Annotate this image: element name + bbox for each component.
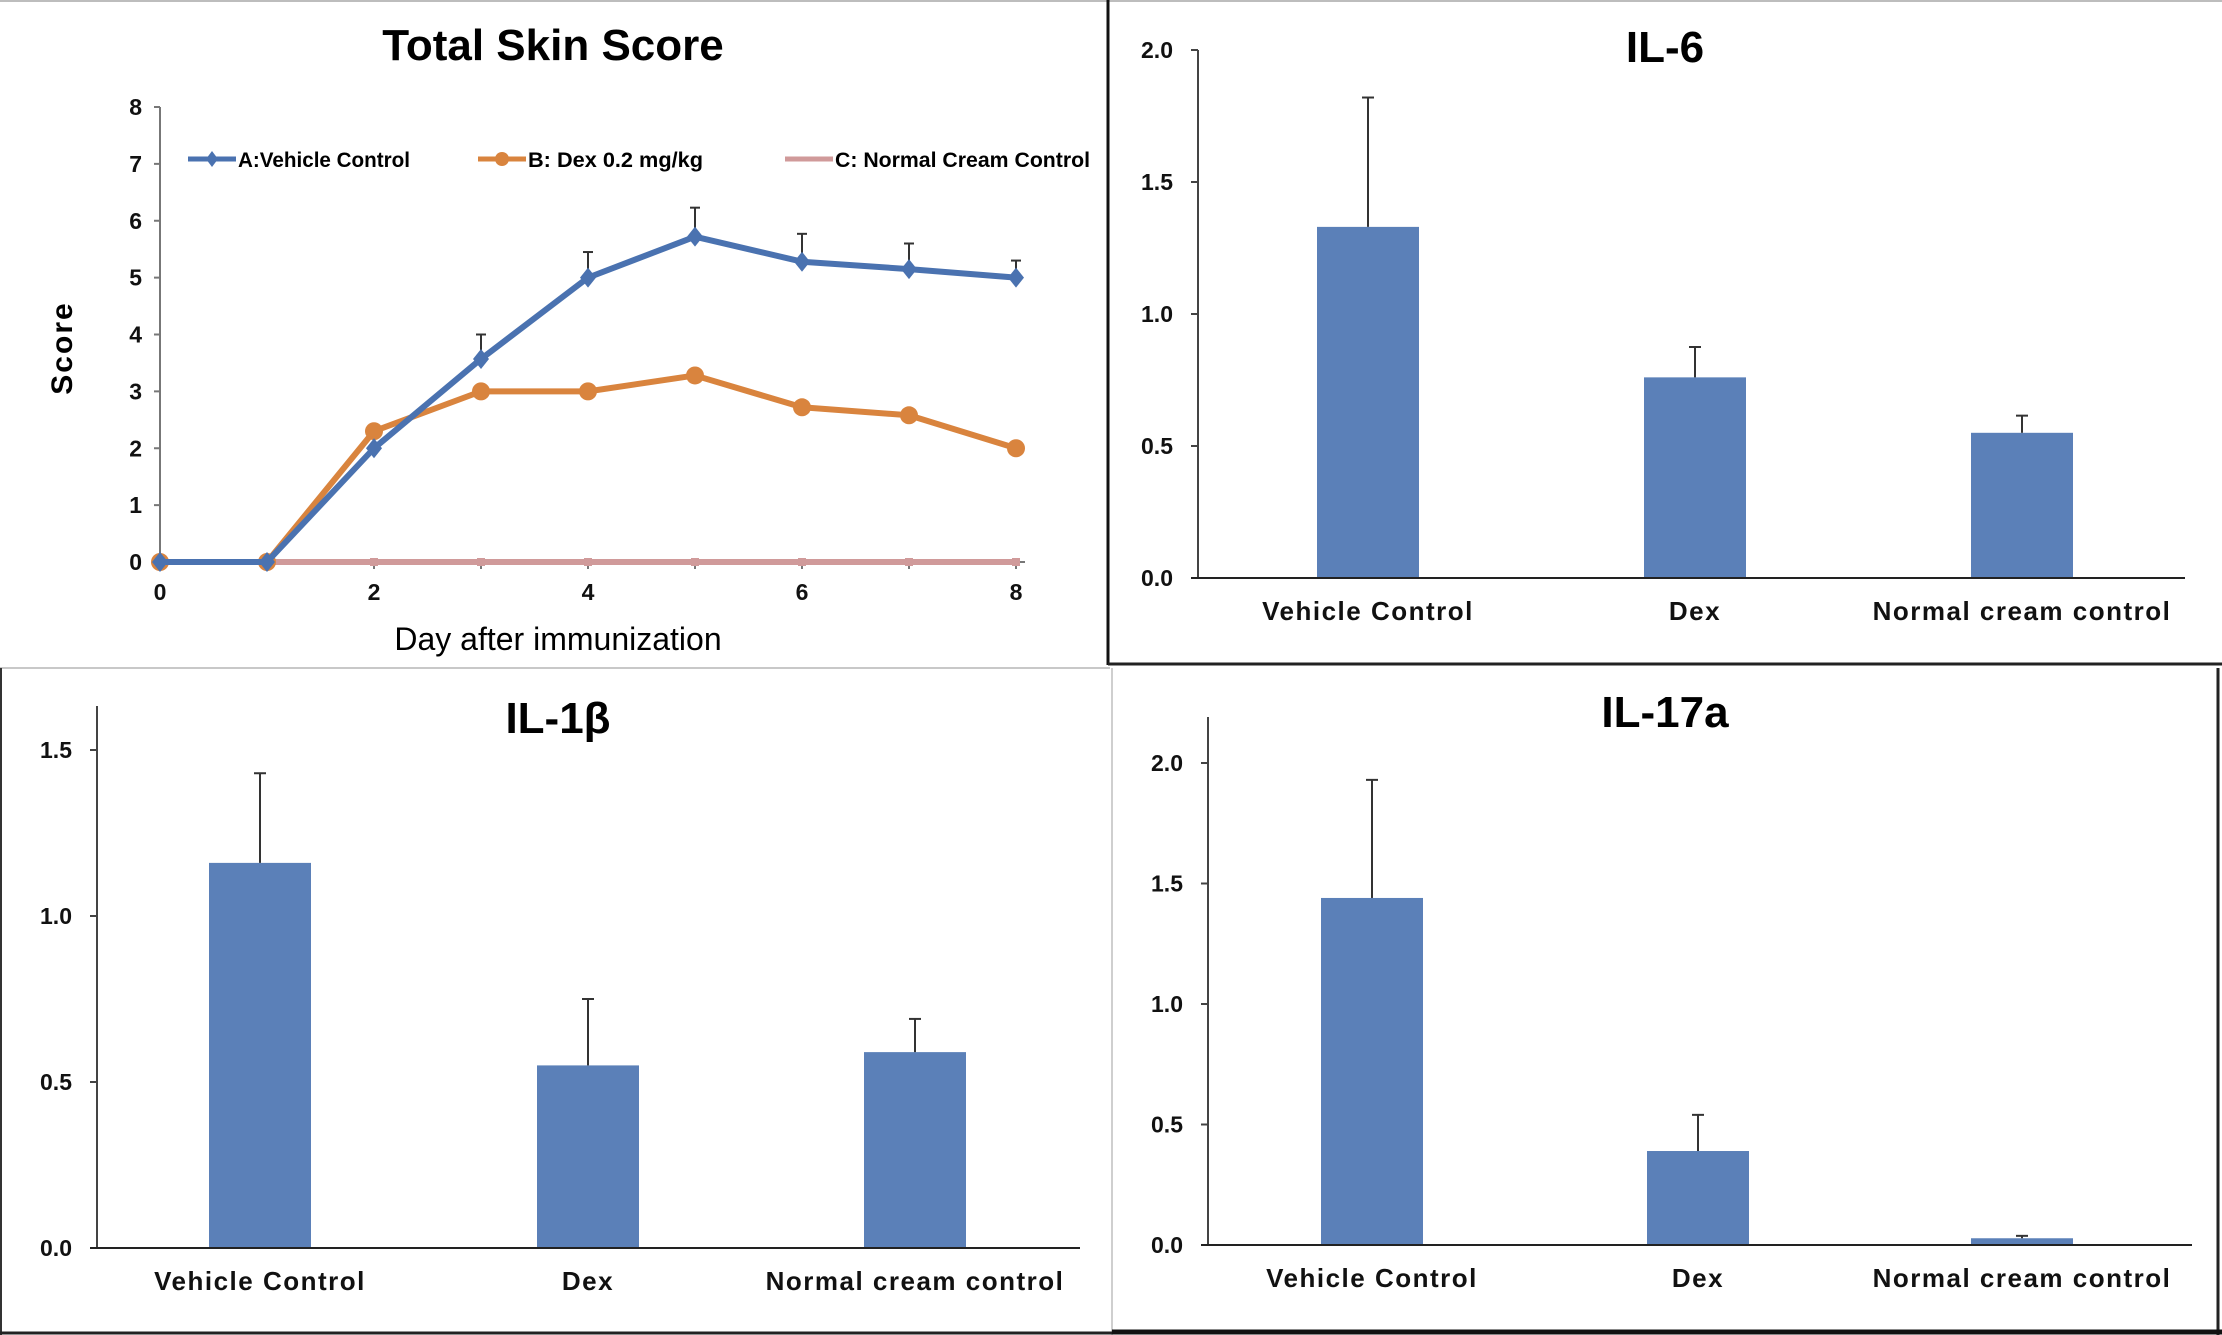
y-tick-label: 1.5 (40, 737, 72, 763)
series-vehicle (152, 206, 1024, 572)
y-tick-label: 1.0 (40, 903, 72, 929)
y-tick-label: 1 (129, 492, 142, 518)
bar (1647, 1151, 1749, 1245)
data-point (905, 558, 913, 566)
x-tick-label: 4 (582, 579, 595, 605)
bar (864, 1052, 966, 1248)
series-line (160, 372, 1017, 565)
category-label: Normal cream control (1873, 1263, 2172, 1293)
legend-marker (206, 151, 218, 167)
y-tick-label: 0.5 (40, 1069, 72, 1095)
legend-item: B: Dex 0.2 mg/kg (478, 149, 703, 172)
chart-title: IL-17a (1601, 688, 1729, 737)
bar (1971, 1238, 2073, 1245)
y-tick-label: 1.0 (1141, 301, 1173, 327)
legend-item: C: Normal Cream Control (785, 149, 1090, 172)
bar (537, 1065, 639, 1248)
il17a-chart: IL-17a 0.0 0.5 1.0 1.5 2.0 Vehicle Control Dex… (1151, 688, 2192, 1293)
x-tick-label: 0 (154, 579, 167, 605)
series-layer (151, 206, 1025, 572)
y-tick-label: 5 (129, 265, 142, 291)
skin-score-chart: Total Skin Score Score Day after immuniz… (46, 21, 1090, 657)
il6-chart: IL-6 0.0 0.5 1.0 1.5 2.0 Vehicle Control Dex No… (1141, 23, 2185, 626)
plot-area: 0.0 0.5 1.0 1.5 2.0 Vehicle Control Dex Normal … (1141, 37, 2185, 626)
legend-label: C: Normal Cream Control (835, 149, 1090, 172)
category-label: Dex (562, 1266, 614, 1296)
y-tick-label: 0.0 (1141, 565, 1173, 591)
x-tick-label: 8 (1010, 579, 1023, 605)
data-point (472, 382, 490, 401)
data-point (686, 366, 704, 385)
category-label: Vehicle Control (1266, 1263, 1478, 1293)
data-point (687, 226, 703, 247)
y-tick-label: 0 (129, 549, 142, 575)
data-point (579, 382, 597, 401)
bar (1317, 226, 1419, 578)
y-tick-label: 0.5 (1151, 1112, 1183, 1138)
series-dex (151, 366, 1025, 571)
y-tick-label: 4 (129, 322, 142, 348)
x-axis-label: Day after immunization (394, 621, 721, 657)
chart-title: IL-1β (505, 694, 610, 743)
category-label: Normal cream control (1873, 596, 2172, 626)
data-point (365, 422, 383, 441)
data-point (900, 406, 918, 425)
y-tick-label: 8 (129, 94, 142, 120)
bar (209, 862, 311, 1248)
y-tick-label: 1.5 (1151, 871, 1183, 897)
y-tick-label: 1.0 (1151, 991, 1183, 1017)
y-tick-label: 6 (129, 208, 142, 234)
data-point (691, 558, 699, 566)
chart-title: Total Skin Score (382, 21, 724, 70)
data-point (901, 259, 917, 280)
legend-label: B: Dex 0.2 mg/kg (528, 149, 703, 172)
legend-item: A:Vehicle Control (188, 149, 410, 172)
category-label: Normal cream control (766, 1266, 1065, 1296)
data-point (1008, 267, 1024, 288)
data-point (584, 558, 592, 566)
y-tick-label: 0.5 (1141, 433, 1173, 459)
bar (1971, 432, 2073, 578)
category-label: Vehicle Control (154, 1266, 366, 1296)
y-tick-label: 2 (129, 435, 142, 461)
data-point (793, 398, 811, 417)
data-point (580, 267, 596, 288)
chart-title: IL-6 (1626, 23, 1704, 72)
y-tick-label: 0.0 (1151, 1232, 1183, 1258)
data-point (366, 438, 382, 459)
data-point (1012, 558, 1020, 566)
data-point (1007, 439, 1025, 458)
category-label: Dex (1672, 1263, 1724, 1293)
y-tick-label: 7 (129, 151, 142, 177)
y-axis-label: Score (46, 301, 79, 394)
series-normal-cream (156, 558, 1020, 566)
bar (1321, 897, 1423, 1245)
y-tick-label: 2.0 (1141, 37, 1173, 63)
legend-marker (495, 152, 509, 166)
category-label: Dex (1669, 596, 1721, 626)
data-point (152, 552, 168, 572)
y-tick-label: 2.0 (1151, 750, 1183, 776)
legend-label: A:Vehicle Control (238, 149, 410, 172)
x-tick-label: 2 (368, 579, 381, 605)
bar (1644, 377, 1746, 578)
data-point (477, 558, 485, 566)
data-point (370, 558, 378, 566)
x-tick-label: 6 (796, 579, 809, 605)
plot-area: 0.0 0.5 1.0 1.5 Vehicle Control Dex Normal cre… (40, 706, 1080, 1296)
data-point (259, 552, 275, 572)
data-point (473, 348, 489, 369)
legend: A:Vehicle Control B: Dex 0.2 mg/kg C: Norm… (188, 149, 1090, 172)
data-point (798, 558, 806, 566)
y-tick-label: 1.5 (1141, 169, 1173, 195)
data-point (794, 251, 810, 272)
plot-area: 0.0 0.5 1.0 1.5 2.0 Vehicle Control Dex Normal … (1151, 717, 2192, 1293)
il1b-chart: IL-1β 0.0 0.5 1.0 1.5 Vehicle Control Dex Norm… (40, 694, 1080, 1296)
y-tick-label: 3 (129, 378, 142, 404)
y-tick-label: 0.0 (40, 1235, 72, 1261)
category-label: Vehicle Control (1262, 596, 1474, 626)
